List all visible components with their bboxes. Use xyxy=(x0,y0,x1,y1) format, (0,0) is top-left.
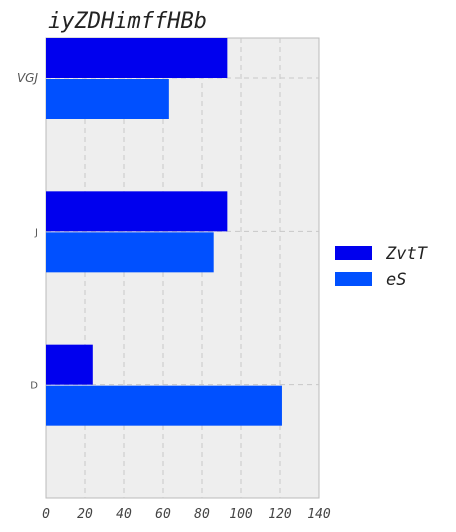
y-tick-label: D xyxy=(30,381,38,392)
bar-eS-J xyxy=(46,232,214,273)
bar-eS-VGJ xyxy=(46,79,169,119)
x-tick-label: 0 xyxy=(42,507,50,522)
legend-label-ZvtT: ZvtT xyxy=(385,244,429,264)
y-tick-label: VGJ xyxy=(17,71,39,85)
legend-label-eS: eS xyxy=(386,270,406,290)
x-tick-label: 20 xyxy=(77,507,93,522)
legend-swatch-ZvtT xyxy=(335,246,372,260)
x-tick-label: 100 xyxy=(229,507,253,522)
x-tick-label: 80 xyxy=(194,507,210,522)
legend: ZvtT eS xyxy=(335,244,429,290)
legend-swatch-eS xyxy=(335,272,372,286)
x-tick-label: 60 xyxy=(155,507,171,522)
bar-ZvtT-J xyxy=(46,191,228,232)
y-tick-label: J xyxy=(34,227,38,238)
bar-ZvtT-D xyxy=(46,344,93,385)
bar-eS-D xyxy=(46,385,282,426)
x-tick-label: 120 xyxy=(268,507,292,522)
chart-title: iyZDHimffHBb xyxy=(48,9,207,34)
bars xyxy=(46,38,282,426)
y-axis-tick-labels: VGJ J D xyxy=(17,71,39,392)
bar-ZvtT-VGJ xyxy=(46,38,228,78)
x-axis-tick-labels: 0 20 40 60 80 100 120 140 xyxy=(42,507,331,522)
x-tick-label: 140 xyxy=(307,507,331,522)
x-tick-label: 40 xyxy=(116,507,132,522)
